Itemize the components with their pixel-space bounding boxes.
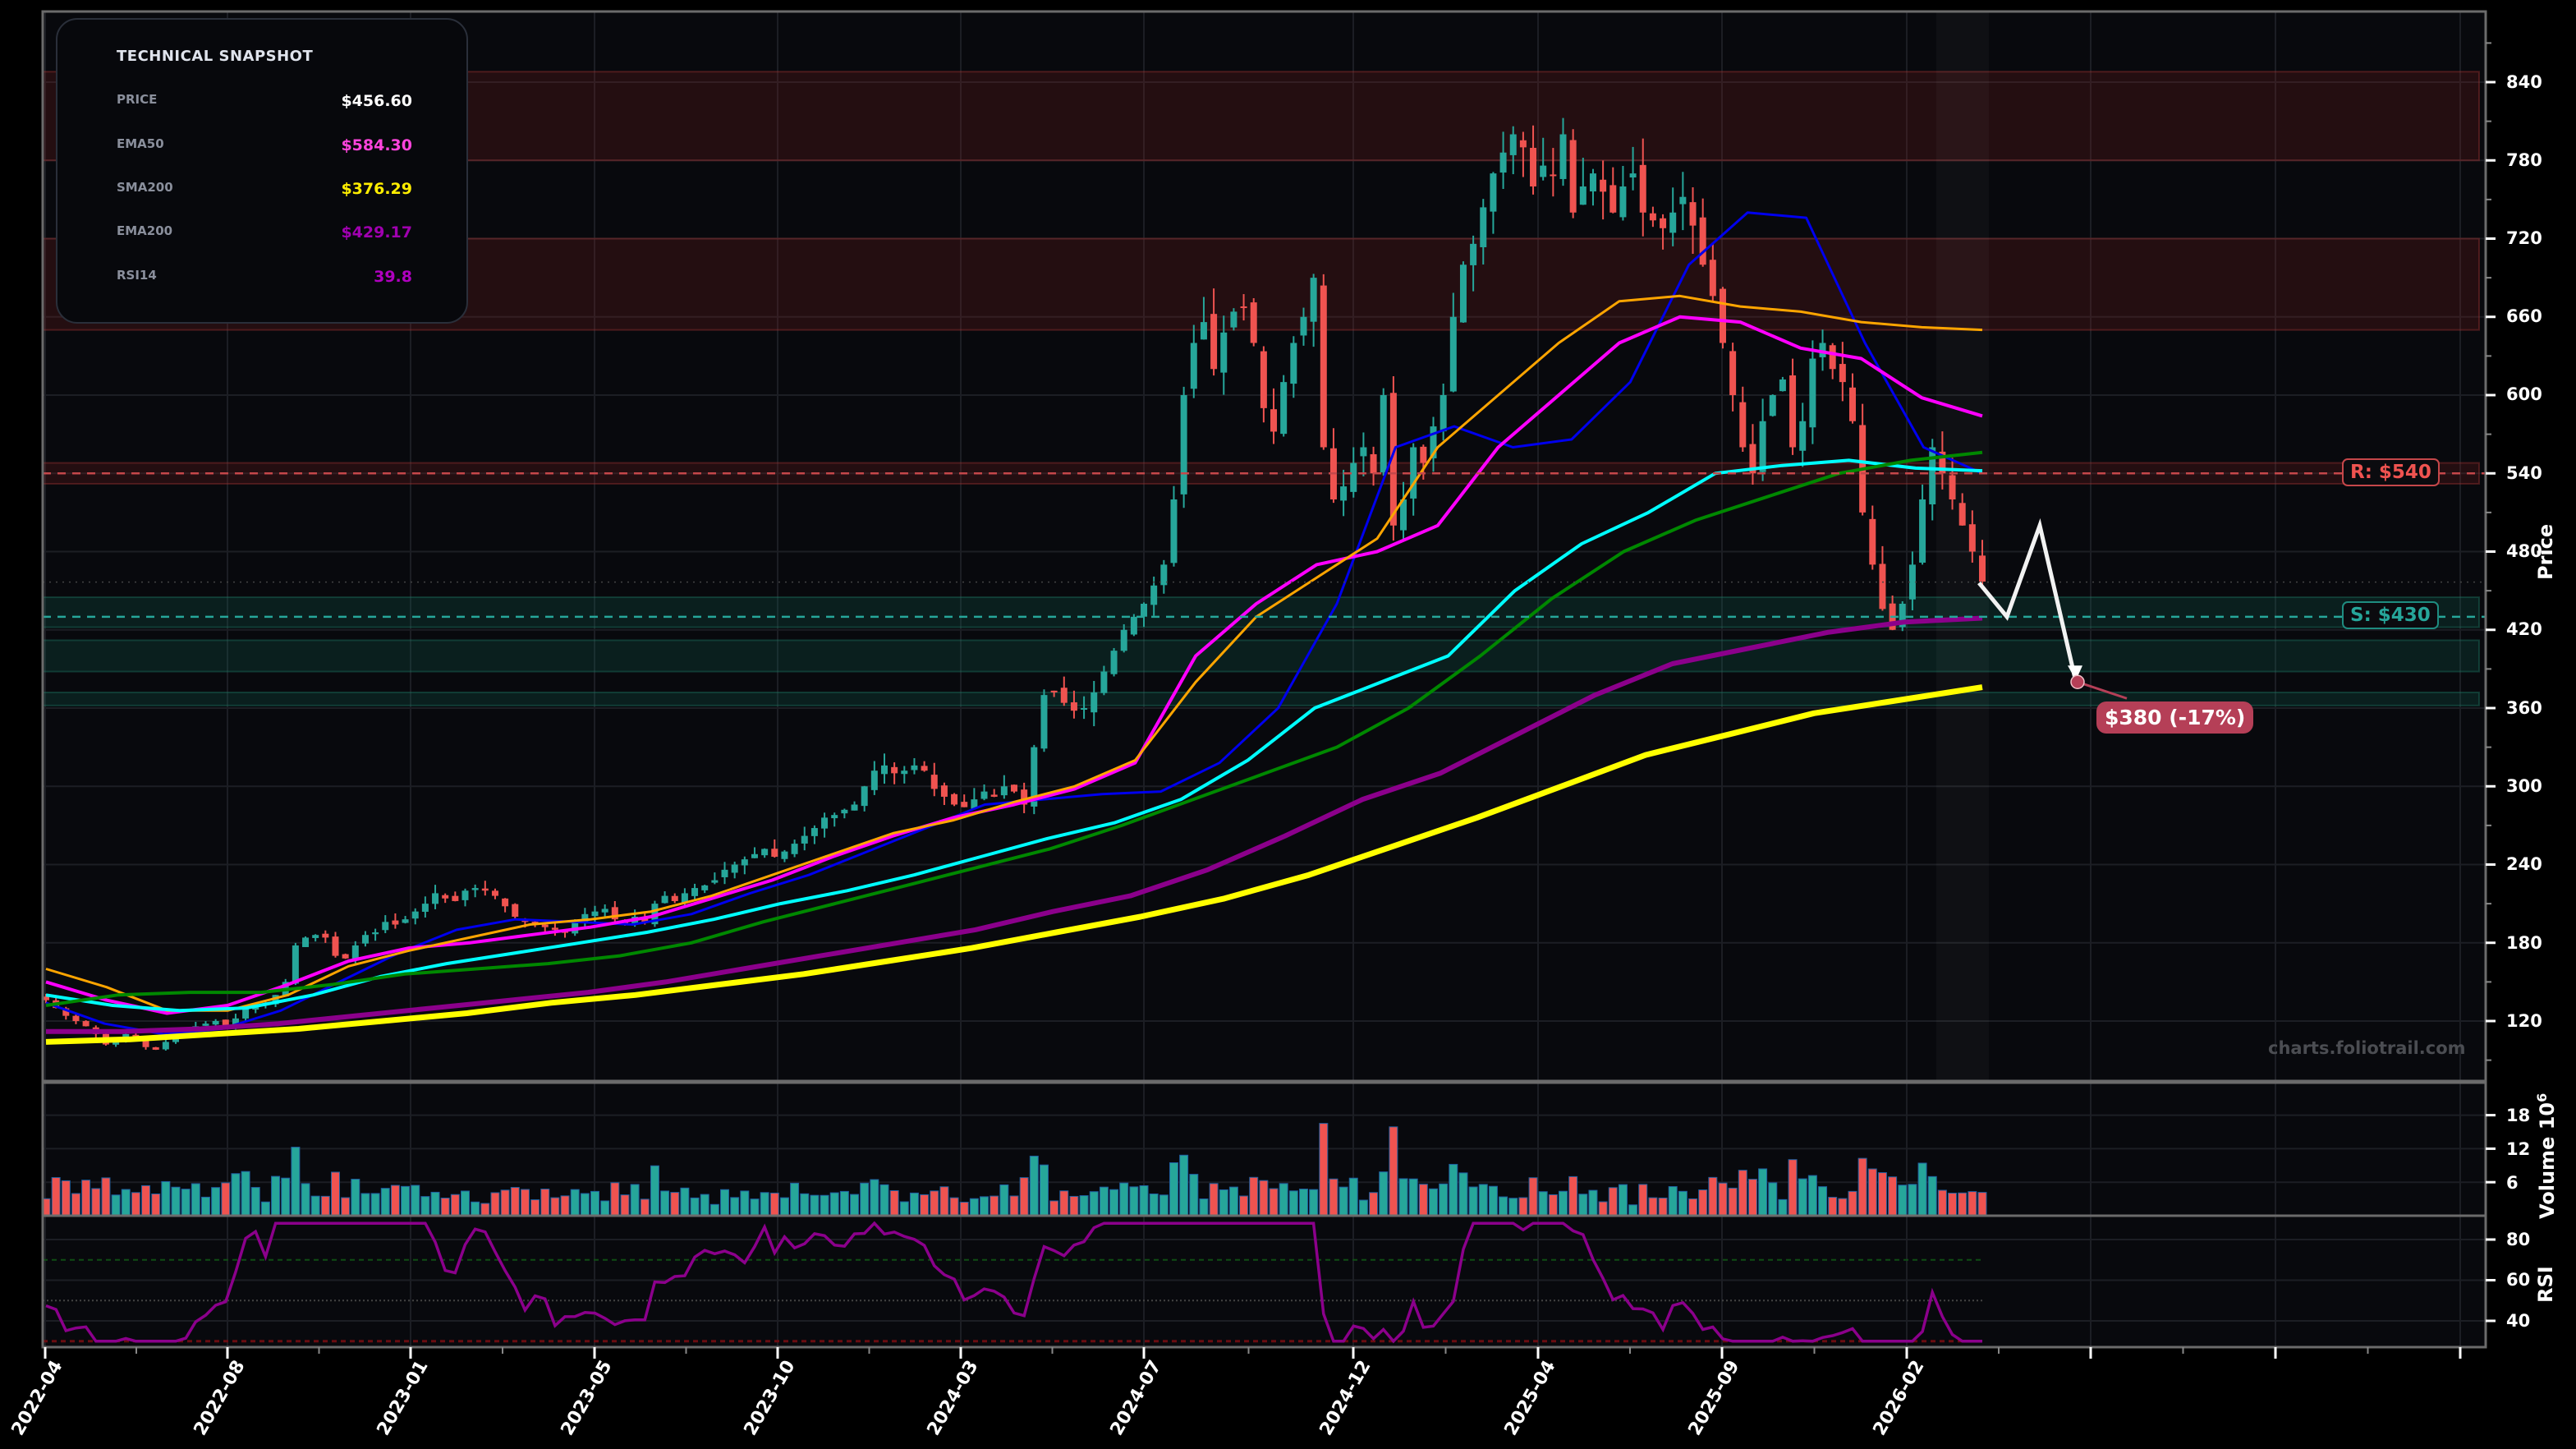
price-tick: 660 [2506, 306, 2542, 326]
price-tick: 120 [2506, 1011, 2542, 1031]
volume-axis-exponent: 6 [2534, 1092, 2550, 1102]
snapshot-label: RSI14 [117, 268, 157, 283]
price-tick: 600 [2506, 384, 2542, 404]
snapshot-value: $429.17 [341, 223, 412, 242]
rsi-tick: 80 [2506, 1230, 2531, 1249]
snapshot-value: 39.8 [374, 268, 412, 286]
price-tick: 540 [2506, 463, 2542, 483]
price-tick: 300 [2506, 776, 2542, 796]
snapshot-value: $376.29 [341, 180, 412, 198]
price-tick: 720 [2506, 228, 2542, 248]
resistance-label: R: $540 [2342, 458, 2440, 486]
volume-axis-text: Volume 10 [2536, 1102, 2559, 1219]
snapshot-value: $456.60 [341, 92, 412, 110]
ma-line-sma100 [45, 450, 1983, 1007]
volume-pane [41, 1114, 2486, 1217]
rsi-tick: 60 [2506, 1270, 2531, 1290]
snapshot-label: EMA50 [117, 136, 164, 151]
volume-axis-label: Volume 106 [2534, 1093, 2559, 1219]
ma-line-ema50 [45, 315, 1983, 1015]
price-tick: 180 [2506, 933, 2542, 953]
support-label: S: $430 [2342, 601, 2439, 629]
snapshot-label: EMA200 [117, 223, 173, 238]
price-tick: 240 [2506, 854, 2542, 874]
ma-line-sma200 [45, 684, 1983, 1045]
target-price-label: $380 (-17%) [2096, 702, 2254, 734]
axes [41, 10, 2496, 1359]
ma-line-sma50 [45, 294, 1983, 1012]
price-tick: 420 [2506, 619, 2542, 639]
snapshot-row-ema200: EMA200 $429.17 [117, 223, 412, 248]
snapshot-row-ema50: EMA50 $584.30 [117, 136, 412, 161]
volume-tick: 6 [2506, 1173, 2519, 1193]
volume-tick: 18 [2506, 1106, 2531, 1125]
snapshot-row-rsi14: RSI14 39.8 [117, 268, 412, 292]
price-tick: 480 [2506, 541, 2542, 561]
snapshot-row-price: PRICE $456.60 [117, 92, 412, 117]
price-tick: 360 [2506, 698, 2542, 718]
snapshot-label: PRICE [117, 92, 158, 107]
watermark: charts.foliotrail.com [2268, 1038, 2466, 1058]
rsi-axis-label: RSI [2534, 1266, 2557, 1303]
technical-snapshot-panel: TECHNICAL SNAPSHOT PRICE $456.60 EMA50 $… [56, 18, 468, 324]
rsi-pane [43, 1221, 2486, 1344]
ma-line-ema200 [46, 615, 1983, 1034]
snapshot-title: TECHNICAL SNAPSHOT [117, 48, 314, 65]
price-tick: 840 [2506, 72, 2542, 92]
rsi-tick: 40 [2506, 1311, 2531, 1331]
snapshot-label: SMA200 [117, 180, 173, 195]
snapshot-value: $584.30 [341, 136, 412, 154]
snapshot-row-sma200: SMA200 $376.29 [117, 180, 412, 205]
price-tick: 780 [2506, 150, 2542, 170]
volume-tick: 12 [2506, 1139, 2531, 1159]
